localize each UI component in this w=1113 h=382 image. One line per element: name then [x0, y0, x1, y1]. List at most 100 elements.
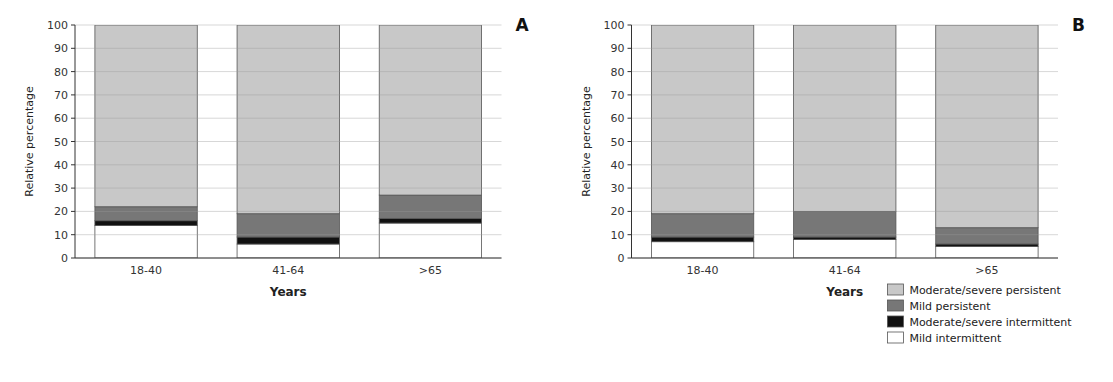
category-label: 18-40	[687, 264, 719, 277]
x-axis-label: Years	[825, 285, 863, 299]
tick-mark	[71, 141, 75, 142]
grid-line	[632, 211, 1059, 212]
grid-line	[75, 94, 502, 95]
tick-label: 0	[61, 252, 68, 265]
x-axis	[632, 258, 1059, 259]
bar-segment	[651, 242, 753, 258]
grid-line	[75, 48, 502, 49]
y-axis	[631, 25, 632, 258]
category-label: 41-64	[829, 264, 861, 277]
tick-mark	[71, 258, 75, 259]
bar-segment	[95, 221, 197, 226]
bar-segment	[379, 218, 481, 223]
bar-segment	[936, 228, 1038, 244]
bar-segment	[936, 246, 1038, 258]
x-axis-label: Years	[269, 285, 307, 299]
bar-segment	[95, 207, 197, 221]
legend-label: Mild persistent	[909, 300, 991, 313]
tick-label: 40	[54, 159, 68, 172]
panel: 010203040506070809010018-4041-64>65Years…	[580, 15, 1085, 345]
bar-segment	[651, 237, 753, 242]
legend-swatch	[887, 300, 903, 311]
grid-line	[75, 234, 502, 235]
category-label: 18-40	[130, 264, 162, 277]
grid-line	[75, 211, 502, 212]
tick-mark	[71, 234, 75, 235]
tick-label: 50	[54, 136, 68, 149]
tick-mark	[628, 141, 632, 142]
tick-mark	[71, 25, 75, 26]
grid-line	[632, 48, 1059, 49]
grid-line	[632, 94, 1059, 95]
tick-label: 80	[54, 66, 68, 79]
tick-mark	[628, 25, 632, 26]
x-axis	[75, 258, 502, 259]
tick-mark	[628, 48, 632, 49]
grid-line	[632, 25, 1059, 26]
tick-label: 20	[611, 205, 625, 218]
grid-line	[75, 25, 502, 26]
legend-swatch	[887, 316, 903, 327]
legend-swatch	[887, 332, 903, 343]
panel-label: B	[1072, 15, 1085, 35]
bar-segment	[651, 25, 753, 214]
tick-label: 90	[611, 42, 625, 55]
tick-label: 70	[54, 89, 68, 102]
bar-segment	[237, 244, 339, 258]
tick-label: 40	[611, 159, 625, 172]
panel: 010203040506070809010018-4041-64>65Years…	[23, 15, 530, 299]
tick-label: 20	[54, 205, 68, 218]
grid-line	[632, 164, 1059, 165]
legend-swatch	[887, 284, 903, 295]
grid-line	[632, 258, 1059, 259]
legend: Moderate/severe persistentMild persisten…	[887, 284, 1072, 345]
y-axis-label: Relative percentage	[580, 86, 593, 197]
tick-label: 100	[47, 19, 68, 32]
tick-mark	[628, 164, 632, 165]
tick-mark	[628, 118, 632, 119]
tick-label: 10	[611, 229, 625, 242]
bar-segment	[237, 214, 339, 237]
tick-label: 10	[54, 229, 68, 242]
tick-label: 50	[611, 136, 625, 149]
bar-segment	[794, 239, 896, 258]
bar-segment	[237, 25, 339, 214]
grid-line	[75, 258, 502, 259]
grid-line	[75, 118, 502, 119]
bar-segment	[794, 211, 896, 237]
category-label: 41-64	[272, 264, 304, 277]
grid-line	[75, 71, 502, 72]
legend-label: Mild intermittent	[909, 332, 1002, 345]
tick-label: 30	[611, 182, 625, 195]
bar-segment	[379, 25, 481, 195]
grid-line	[75, 188, 502, 189]
bar-segment	[237, 237, 339, 244]
tick-label: 60	[54, 112, 68, 125]
panel-label: A	[516, 15, 530, 35]
tick-mark	[628, 71, 632, 72]
tick-mark	[628, 211, 632, 212]
grid-line	[632, 71, 1059, 72]
tick-label: 70	[611, 89, 625, 102]
grid-line	[632, 118, 1059, 119]
grid-line	[632, 234, 1059, 235]
tick-mark	[71, 188, 75, 189]
category-label: >65	[975, 264, 998, 277]
tick-label: 90	[54, 42, 68, 55]
y-axis-label: Relative percentage	[23, 86, 36, 197]
chart: 010203040506070809010018-4041-64>65Years…	[0, 0, 1113, 382]
tick-label: 0	[618, 252, 625, 265]
legend-label: Moderate/severe intermittent	[909, 316, 1072, 329]
tick-mark	[71, 94, 75, 95]
tick-label: 30	[54, 182, 68, 195]
bar-segment	[379, 195, 481, 218]
bar-segment	[379, 223, 481, 258]
grid-line	[632, 141, 1059, 142]
tick-mark	[71, 118, 75, 119]
grid-line	[75, 164, 502, 165]
bar-segment	[95, 225, 197, 258]
grid-line	[632, 188, 1059, 189]
tick-mark	[628, 188, 632, 189]
tick-label: 80	[611, 66, 625, 79]
tick-mark	[71, 71, 75, 72]
